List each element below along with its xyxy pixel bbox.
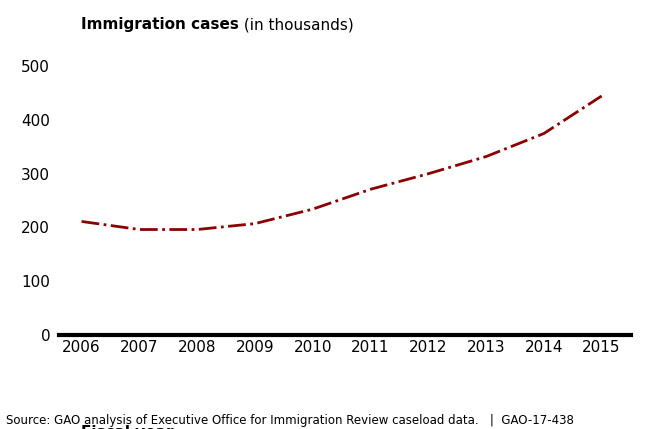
Text: (in thousands): (in thousands) [239,17,354,32]
Text: Source: GAO analysis of Executive Office for Immigration Review caseload data.  : Source: GAO analysis of Executive Office… [6,414,575,427]
Text: Fiscal year: Fiscal year [81,425,174,429]
Text: Immigration cases: Immigration cases [81,17,239,32]
